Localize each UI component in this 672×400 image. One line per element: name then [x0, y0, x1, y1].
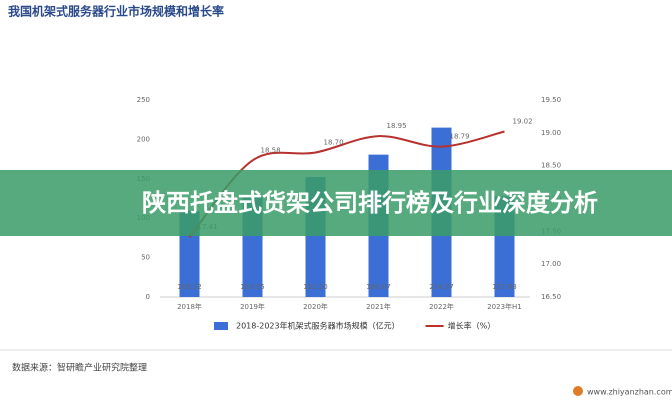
source: 数据来源：智研瞻产业研究院整理 — [12, 362, 147, 374]
chart-title: 我国机架式服务器行业市场规模和增长率 — [8, 4, 224, 19]
line-value-label: 18.58 — [261, 146, 281, 154]
banner-title: 陕西托盘式货架公司排行榜及行业深度分析 — [142, 189, 598, 217]
y2-tick-label: 18.50 — [541, 162, 561, 170]
y-tick-label: 50 — [141, 254, 150, 262]
bar-value-label: 214.97 — [429, 283, 454, 291]
x-tick-label: 2018年 — [177, 302, 202, 311]
y2-tick-label: 19.50 — [541, 96, 561, 104]
logo-icon — [573, 386, 583, 396]
line-value-label: 18.79 — [450, 133, 470, 141]
line-value-label: 18.95 — [387, 122, 407, 130]
bar-value-label: 128.35 — [240, 283, 265, 291]
x-tick-label: 2020年 — [303, 302, 328, 311]
line-value-label: 18.70 — [324, 139, 344, 147]
legend-label: 2018-2023年机架式服务器市场规模（亿元） — [236, 321, 400, 331]
line-value-label: 19.02 — [513, 118, 533, 126]
y2-tick-label: 16.50 — [541, 293, 561, 301]
y-tick-label: 0 — [146, 293, 150, 301]
watermark: www.zhiyanzhan.com — [587, 388, 672, 397]
bar-value-label: 180.67 — [366, 283, 391, 291]
x-tick-label: 2022年 — [429, 302, 454, 311]
bar-value-label: 109.32 — [177, 283, 202, 291]
banner-band — [0, 170, 672, 236]
x-tick-label: 2023年H1 — [487, 302, 522, 311]
x-tick-label: 2021年 — [366, 302, 391, 311]
legend-swatch — [214, 322, 228, 330]
y2-tick-label: 17.00 — [541, 260, 561, 268]
x-tick-label: 2019年 — [240, 302, 265, 311]
bar-value-label: 127.68 — [492, 283, 517, 291]
bar-value-label: 152.20 — [303, 283, 328, 291]
legend-label: 增长率（%） — [448, 321, 496, 331]
y-tick-label: 250 — [137, 96, 150, 104]
y-tick-label: 200 — [137, 135, 150, 143]
y2-tick-label: 19.00 — [541, 129, 561, 137]
